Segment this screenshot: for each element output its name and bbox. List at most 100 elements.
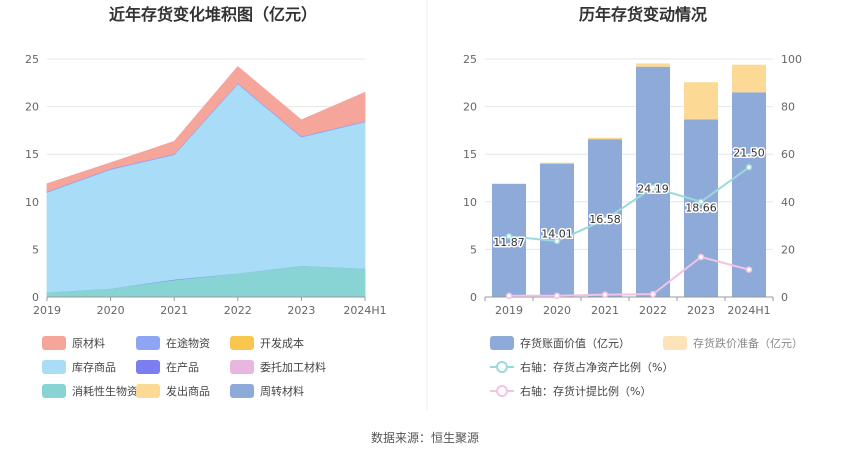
bar-value-label: 16.58 <box>589 213 621 226</box>
right-y-right-tick-label: 100 <box>781 53 802 66</box>
left-y-tick-label: 15 <box>25 148 39 161</box>
bar-value-label: 24.19 <box>637 183 669 196</box>
bar-impairment <box>684 82 718 120</box>
legend-swatch <box>42 360 66 374</box>
legend-label: 在产品 <box>166 360 199 374</box>
left-x-tick-label: 2020 <box>97 304 125 317</box>
right-legend-item[interactable]: 右轴：存货占净资产比例（%） <box>490 360 673 374</box>
left-x-tick-label: 2019 <box>33 304 61 317</box>
left-y-tick-label: 0 <box>32 291 39 304</box>
bar-impairment <box>732 64 766 93</box>
legend-marker <box>496 361 508 373</box>
left-y-tick-label: 10 <box>25 196 39 209</box>
legend-swatch <box>42 384 66 398</box>
legend-swatch <box>136 384 160 398</box>
line-series-0 <box>508 166 750 243</box>
right-line-series <box>505 164 753 300</box>
left-legend-item[interactable]: 发出商品 <box>136 384 210 398</box>
right-legend-item[interactable]: 存货账面价值（亿元） <box>490 336 630 350</box>
right-chart: 历年存货变动情况 0 5 10 15 20 25 0 20 40 60 80 100 11.87 14… <box>463 5 803 398</box>
legend-swatch <box>230 360 254 374</box>
right-x-tick-label: 2020 <box>543 304 571 317</box>
data-source-footer: 数据来源：恒生聚源 <box>371 430 479 445</box>
legend-swatch <box>42 336 66 350</box>
bar-impairment <box>588 137 622 140</box>
legend-label: 开发成本 <box>260 336 304 350</box>
left-legend-item[interactable]: 开发成本 <box>230 336 304 350</box>
line-point <box>601 291 609 298</box>
bar-impairment <box>540 162 574 164</box>
left-legend-item[interactable]: 消耗性生物资产 <box>42 384 149 398</box>
line-point <box>745 164 753 171</box>
right-y-right-tick-label: 0 <box>781 291 788 304</box>
line-point <box>697 253 705 261</box>
legend-label: 周转材料 <box>260 384 304 398</box>
bar-value-label: 21.50 <box>733 146 765 159</box>
left-legend-item[interactable]: 原材料 <box>42 336 105 350</box>
legend-swatch <box>663 336 687 350</box>
legend-label: 原材料 <box>72 336 105 350</box>
legend-label: 右轴：存货计提比例（%） <box>520 384 651 398</box>
right-legend-item[interactable]: 存货跌价准备（亿元） <box>663 336 803 350</box>
area-series-4 <box>46 66 366 192</box>
line-point <box>505 292 513 300</box>
left-y-tick-label: 5 <box>32 243 39 256</box>
left-legend-item[interactable]: 周转材料 <box>230 384 304 398</box>
bar-impairment <box>636 63 670 67</box>
bar-book-value <box>732 92 766 297</box>
left-chart: 近年存货变化堆积图（亿元） 0 5 10 15 20 25 2019 2020 2021 202… <box>25 5 387 398</box>
right-y-left-tick-label: 5 <box>470 243 477 256</box>
left-chart-title: 近年存货变化堆积图（亿元） <box>109 5 317 24</box>
right-x-tick-label: 2022 <box>639 304 667 317</box>
right-y-right-tick-label: 40 <box>781 196 795 209</box>
left-x-tick-label: 2021 <box>160 304 188 317</box>
right-x-tick-label: 2021 <box>591 304 619 317</box>
line-point <box>649 184 657 191</box>
line-point <box>697 198 705 206</box>
legend-label: 存货账面价值（亿元） <box>520 336 630 350</box>
legend-swatch <box>230 336 254 350</box>
right-x-tick-label: 2024H1 <box>727 304 770 317</box>
left-y-axis: 0 5 10 15 20 25 <box>25 53 39 304</box>
left-legend-item[interactable]: 库存商品 <box>42 360 116 374</box>
right-legend: 存货账面价值（亿元） 存货跌价准备（亿元） 右轴：存货占净资产比例（%） 右轴：存货计… <box>490 336 803 398</box>
right-y-axis-left: 0 5 10 15 20 25 <box>463 53 477 304</box>
right-legend-item[interactable]: 右轴：存货计提比例（%） <box>490 384 651 398</box>
left-x-tick-label: 2022 <box>224 304 252 317</box>
right-stacked-bars <box>492 63 766 297</box>
bar-book-value <box>540 163 574 297</box>
bar-value-label: 18.66 <box>685 201 717 214</box>
legend-swatch <box>490 336 514 350</box>
right-y-left-tick-label: 20 <box>463 101 477 114</box>
right-y-left-tick-label: 0 <box>470 291 477 304</box>
right-x-tick-label: 2023 <box>687 304 715 317</box>
bar-value-label: 11.87 <box>493 236 525 249</box>
legend-swatch <box>136 360 160 374</box>
right-y-left-tick-label: 10 <box>463 196 477 209</box>
line-point <box>553 237 561 245</box>
right-y-left-tick-label: 25 <box>463 53 477 66</box>
right-y-left-tick-label: 15 <box>463 148 477 161</box>
bar-book-value <box>684 119 718 297</box>
line-point <box>601 216 609 223</box>
legend-swatch <box>230 384 254 398</box>
bar-book-value <box>636 66 670 297</box>
left-legend-item[interactable]: 在产品 <box>136 360 199 374</box>
left-legend-item[interactable]: 委托加工材料 <box>230 360 326 374</box>
legend-label: 存货跌价准备（亿元） <box>693 336 803 350</box>
right-y-right-tick-label: 80 <box>781 101 795 114</box>
line-series-1 <box>509 255 750 297</box>
right-gridlines <box>485 58 773 250</box>
line-point <box>649 290 657 298</box>
left-x-tick-label: 2023 <box>287 304 315 317</box>
legend-label: 在途物资 <box>166 336 210 350</box>
left-x-tick-label: 2024H1 <box>343 304 386 317</box>
legend-label: 右轴：存货占净资产比例（%） <box>520 360 673 374</box>
left-legend-item[interactable]: 在途物资 <box>136 336 210 350</box>
bar-value-label: 14.01 <box>541 228 573 241</box>
right-chart-title: 历年存货变动情况 <box>579 5 707 24</box>
legend-marker <box>496 385 508 397</box>
legend-label: 发出商品 <box>166 384 210 398</box>
